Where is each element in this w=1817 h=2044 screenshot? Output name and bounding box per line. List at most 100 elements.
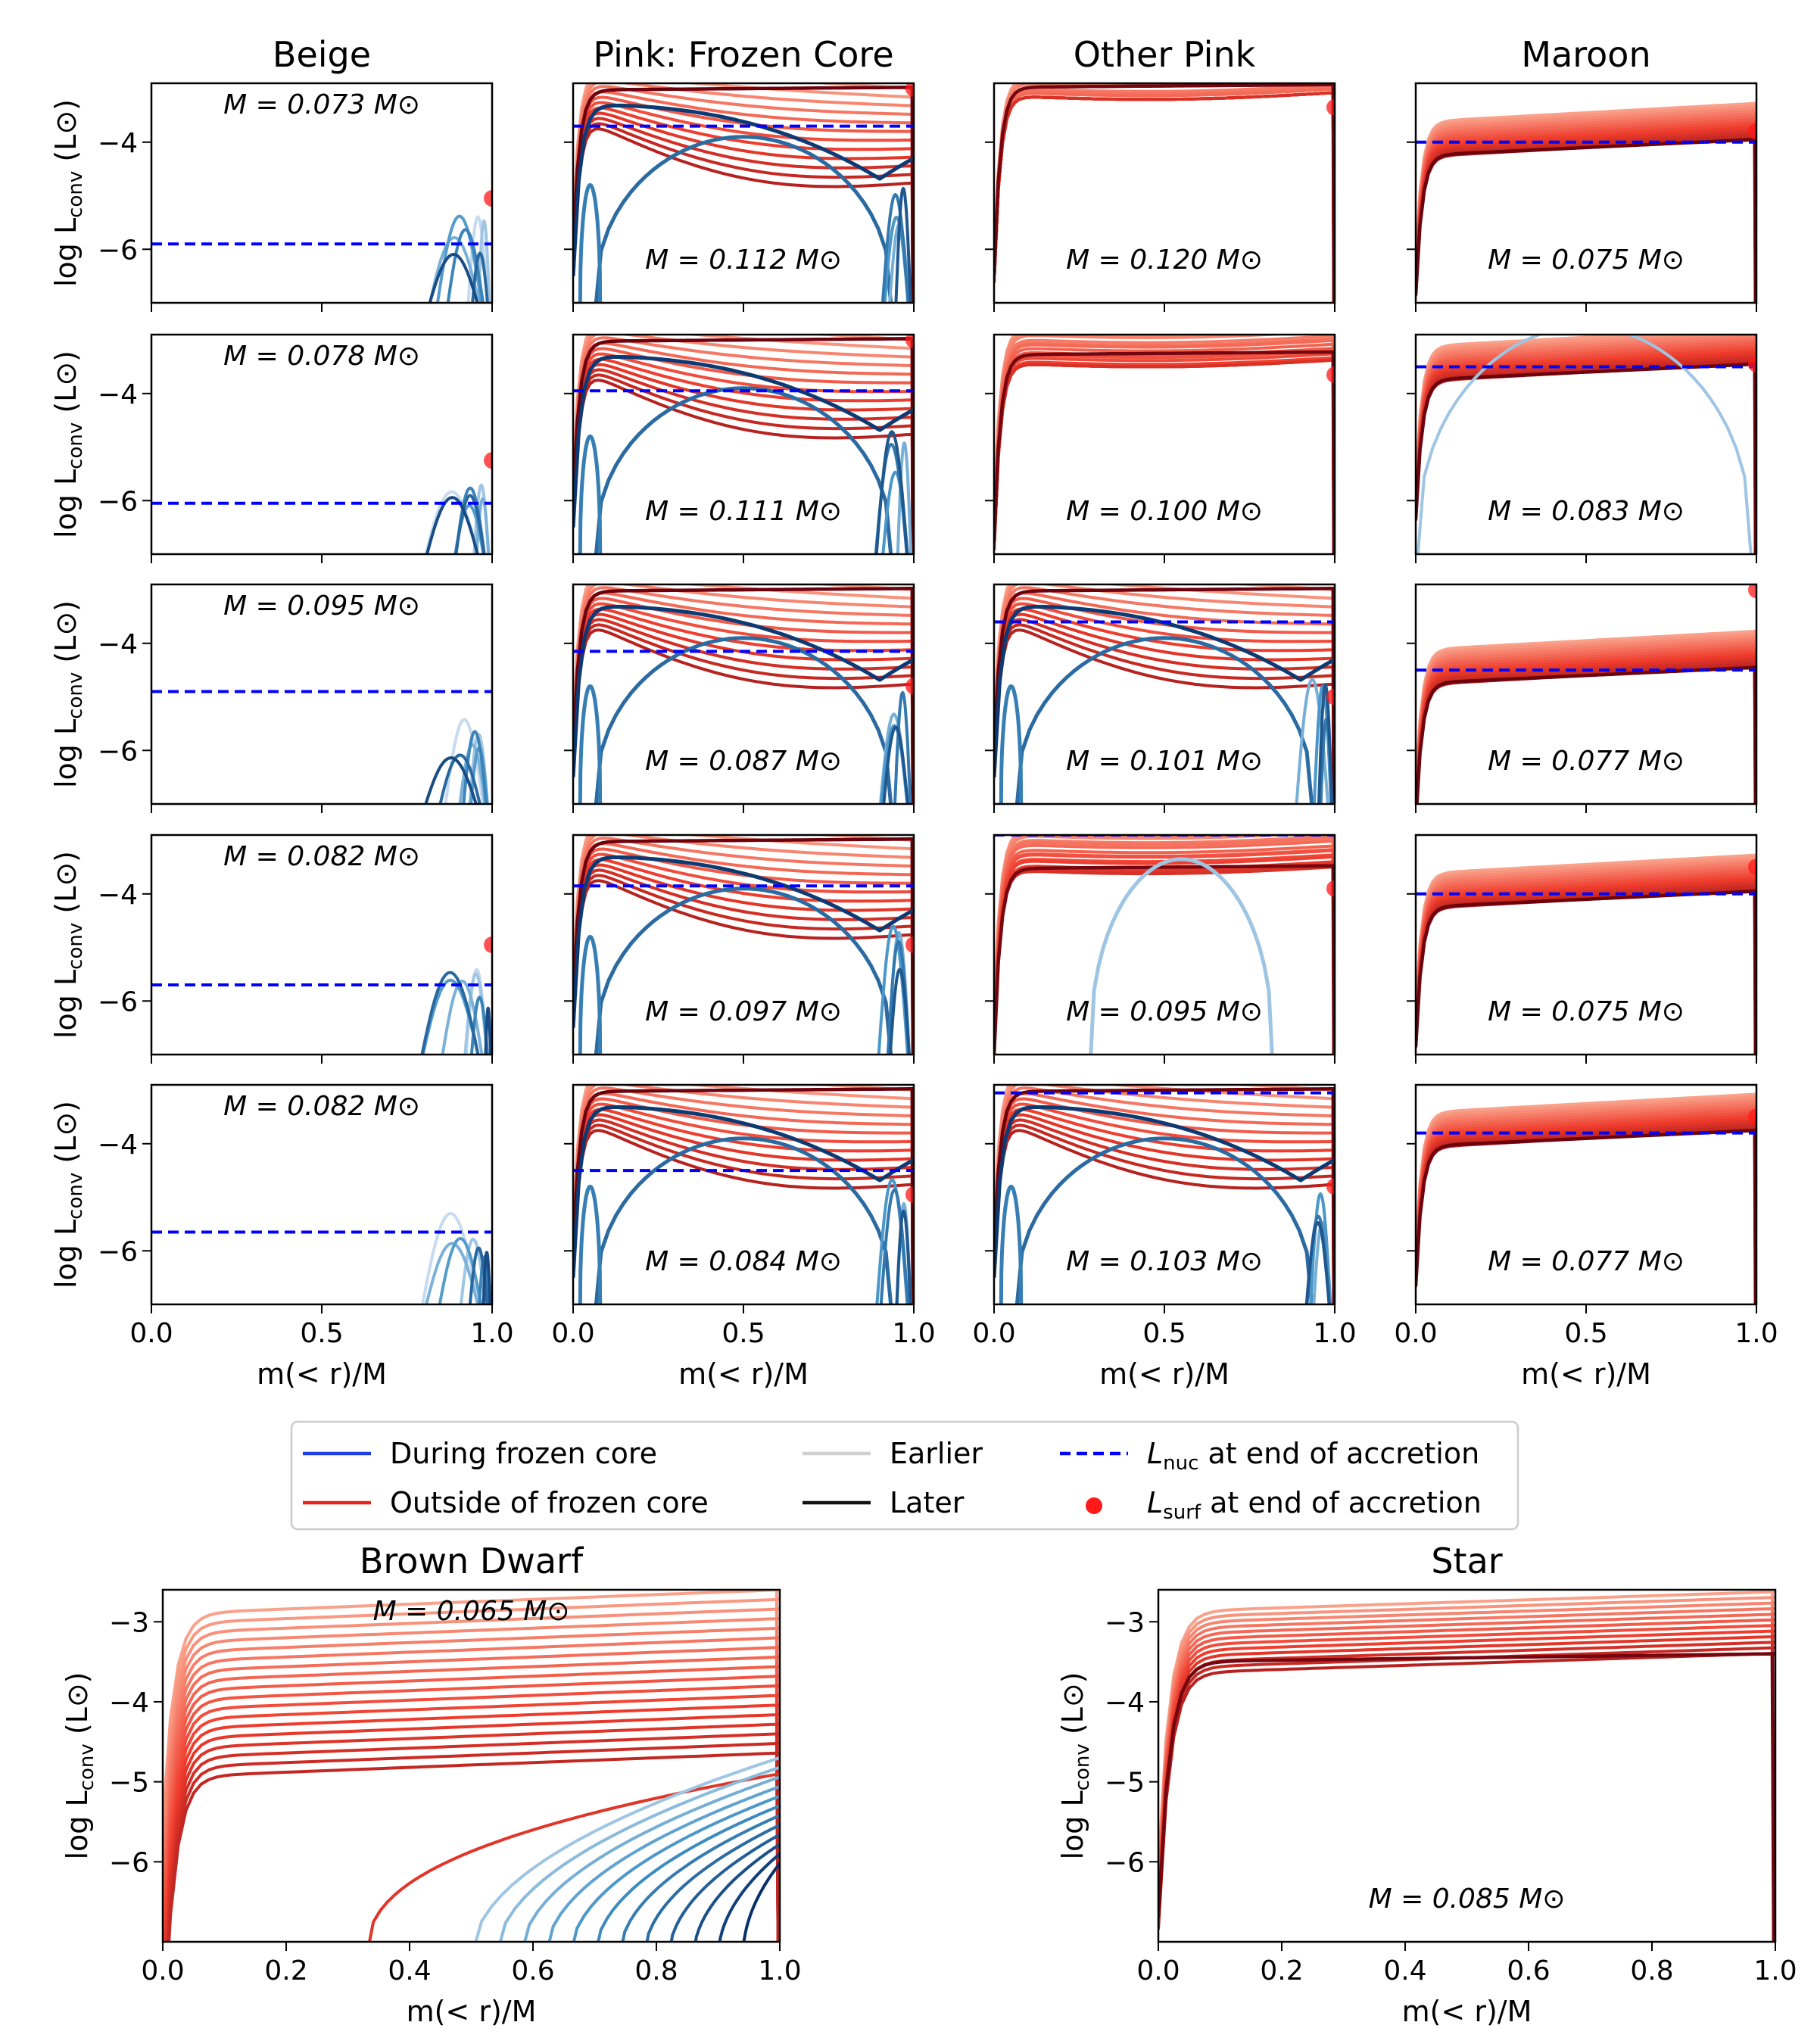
series-line: [167, 1751, 780, 1942]
series-line: [886, 939, 911, 1055]
series-line: [438, 753, 482, 804]
series-line: [573, 1085, 914, 1304]
panel: M = 0.112 M⊙ Pink: Frozen Core: [564, 34, 915, 312]
series-line: [994, 350, 1335, 554]
series-line: [597, 1804, 780, 1942]
series-line: [472, 483, 490, 554]
series-line: [1416, 886, 1756, 1055]
mass-label: M = 0.111 M⊙: [645, 496, 842, 527]
series-line: [994, 85, 1335, 303]
series-line: [482, 1251, 492, 1304]
x-tick-label: 0.0: [972, 1318, 1015, 1349]
y-tick-label: −4: [98, 128, 138, 159]
panel: M = 0.085 M⊙ Star −3 −4 −5 −6 0.0 0.2 0.4 0.6 0.8 1…: [1056, 1541, 1797, 2028]
series-line: [573, 607, 914, 804]
mass-label: M = 0.083 M⊙: [1488, 496, 1685, 527]
series-line: [573, 127, 914, 303]
legend-label: Outside of frozen core: [390, 1486, 709, 1519]
series-line: [573, 837, 914, 1055]
panel: M = 0.095 M⊙ −4 −6 log Lconv (L⊙): [49, 583, 494, 813]
series-line: [1416, 337, 1756, 554]
series-line: [498, 1765, 780, 1942]
plot-area: [573, 584, 914, 804]
series-line: [1416, 335, 1756, 554]
series-line: [994, 1085, 1335, 1304]
mass-label: M = 0.082 M⊙: [223, 1091, 420, 1122]
x-axis-label: m(< r)/M: [1099, 1357, 1230, 1391]
series-line: [994, 358, 1335, 554]
series-line: [1416, 1114, 1756, 1304]
series-line: [1416, 1106, 1756, 1304]
series-line: [163, 1617, 780, 1942]
mass-label: M = 0.073 M⊙: [223, 89, 420, 120]
panel: M = 0.100 M⊙: [985, 333, 1336, 563]
series-line: [573, 337, 914, 554]
plot-area: [1416, 101, 1756, 303]
y-axis-label: log Lconv (L⊙): [49, 600, 87, 788]
series-line: [1416, 869, 1756, 1055]
x-tick-label: 0.0: [129, 1318, 173, 1349]
series-line: [888, 967, 911, 1055]
lsurf-point: [1326, 366, 1335, 384]
series-line: [1158, 1640, 1775, 1942]
series-line: [994, 1092, 1335, 1304]
series-line: [1416, 117, 1756, 303]
mass-label: M = 0.075 M⊙: [1488, 245, 1685, 276]
series-line: [1416, 358, 1756, 554]
lsurf-point: [905, 1186, 914, 1203]
series-line: [1317, 683, 1334, 804]
series-line: [441, 980, 484, 1055]
x-axis-label: m(< r)/M: [257, 1357, 387, 1391]
series-line: [718, 1852, 780, 1942]
series-line: [163, 1607, 780, 1942]
series-line: [994, 853, 1335, 1055]
series-line: [573, 604, 914, 777]
panel: M = 0.120 M⊙ Other Pink: [985, 34, 1336, 312]
series-line: [1312, 1220, 1332, 1304]
panel: M = 0.097 M⊙: [564, 833, 915, 1064]
legend-item: Lnuc at end of accretion: [1060, 1437, 1479, 1475]
series-line: [1416, 115, 1756, 303]
panel: M = 0.095 M⊙: [985, 833, 1336, 1064]
series-line: [163, 1655, 780, 1942]
lsurf-point: [1748, 123, 1756, 140]
series-line: [573, 584, 914, 804]
x-tick-label: 0.5: [1564, 1318, 1607, 1349]
series-line: [1416, 637, 1756, 804]
series-line: [573, 83, 914, 303]
panel-title: Pink: Frozen Core: [593, 34, 893, 75]
series-line: [994, 91, 1335, 303]
series-line: [742, 1862, 780, 1942]
series-line: [994, 860, 1335, 1055]
series-line: [573, 122, 914, 303]
legend-item: Outside of frozen core: [303, 1486, 709, 1519]
legend: During frozen core Outside of frozen core…: [290, 1420, 1519, 1531]
series-line: [163, 1684, 780, 1942]
series-line: [994, 1129, 1335, 1304]
series-line: [1416, 344, 1756, 554]
series-line: [573, 354, 914, 528]
series-line: [994, 1123, 1335, 1304]
series-line: [1416, 656, 1756, 804]
panel: M = 0.083 M⊙: [1407, 333, 1758, 563]
series-line: [573, 863, 914, 1055]
x-tick-label: 0.0: [1394, 1318, 1437, 1349]
series-line: [578, 1184, 603, 1304]
series-line: [994, 356, 1335, 554]
series-line: [994, 83, 1335, 303]
y-tick-label: −5: [109, 1768, 149, 1799]
series-line: [1416, 1108, 1756, 1304]
mass-label: M = 0.095 M⊙: [1066, 996, 1263, 1027]
plot-area: [994, 83, 1335, 303]
series-line: [994, 848, 1335, 1055]
series-line: [621, 1814, 780, 1942]
y-tick-label: −6: [98, 235, 138, 266]
series-line: [458, 743, 487, 804]
series-line: [163, 1590, 780, 1942]
plot-area: [1416, 853, 1756, 1055]
x-tick-label: 0.2: [264, 1955, 307, 1986]
series-line: [994, 83, 1335, 303]
series-line: [1416, 853, 1756, 1055]
series-line: [594, 636, 893, 804]
